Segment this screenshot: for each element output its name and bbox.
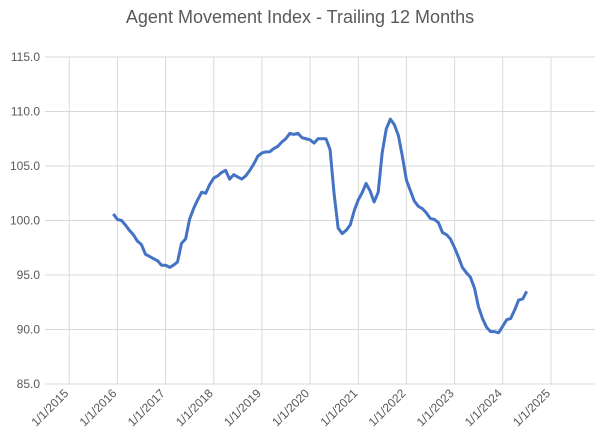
- data-line: [112, 117, 529, 335]
- x-tick-label: 1/1/2015: [28, 386, 71, 429]
- x-tick-label: 1/1/2022: [366, 386, 409, 429]
- x-tick-label: 1/1/2021: [317, 386, 360, 429]
- y-tick-label: 115.0: [11, 50, 40, 64]
- y-tick-label: 85.0: [17, 377, 41, 391]
- chart-title: Agent Movement Index - Trailing 12 Month…: [126, 7, 474, 27]
- x-tick-label: 1/1/2025: [510, 386, 553, 429]
- y-tick-label: 95.0: [17, 268, 41, 282]
- x-tick-label: 1/1/2020: [269, 386, 312, 429]
- x-tick-label: 1/1/2016: [77, 386, 120, 429]
- x-tick-label: 1/1/2019: [221, 386, 264, 429]
- y-tick-label: 105.0: [10, 159, 40, 173]
- x-tick-label: 1/1/2023: [414, 386, 457, 429]
- y-tick-label: 100.0: [10, 214, 40, 228]
- y-tick-label: 110.0: [11, 105, 40, 119]
- x-tick-label: 1/1/2018: [173, 386, 216, 429]
- y-tick-label: 90.0: [17, 323, 41, 337]
- x-tick-label: 1/1/2024: [462, 386, 505, 429]
- x-tick-label: 1/1/2017: [125, 386, 168, 429]
